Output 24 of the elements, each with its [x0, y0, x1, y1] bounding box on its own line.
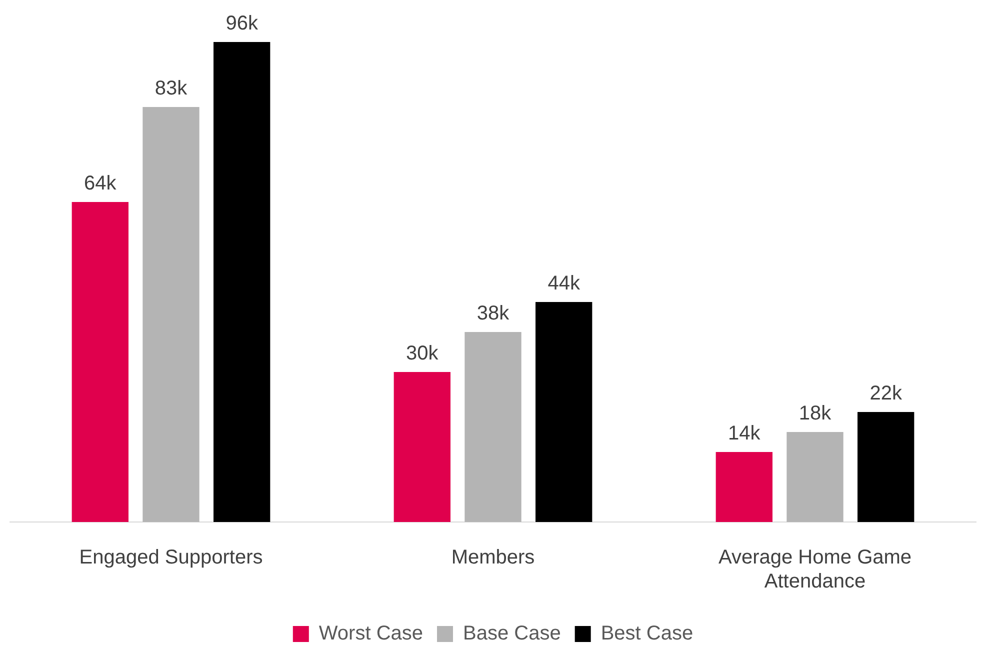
legend-label: Base Case — [463, 622, 561, 645]
bar — [716, 452, 772, 522]
data-label: 18k — [798, 402, 832, 425]
bar — [142, 107, 200, 522]
data-label: 22k — [870, 382, 903, 405]
data-label: 44k — [548, 272, 581, 295]
bar — [536, 302, 592, 522]
data-label: 38k — [476, 302, 510, 325]
bar — [214, 42, 270, 522]
x-tick-label: Engaged Supporters — [79, 546, 263, 569]
bar — [394, 372, 450, 522]
x-tick-label: Members — [451, 546, 535, 569]
bar — [786, 432, 844, 522]
data-label: 14k — [728, 422, 762, 445]
bar — [464, 332, 522, 522]
data-label: 30k — [406, 342, 440, 365]
legend-label: Worst Case — [318, 622, 424, 645]
data-label: 96k — [226, 12, 259, 35]
data-label: 64k — [84, 172, 118, 195]
bar — [858, 412, 914, 522]
legend-label: Best Case — [600, 622, 694, 645]
data-label: 83k — [154, 78, 188, 100]
bar — [72, 202, 128, 522]
x-tick-label: Average Home Game Attendance — [718, 546, 912, 593]
